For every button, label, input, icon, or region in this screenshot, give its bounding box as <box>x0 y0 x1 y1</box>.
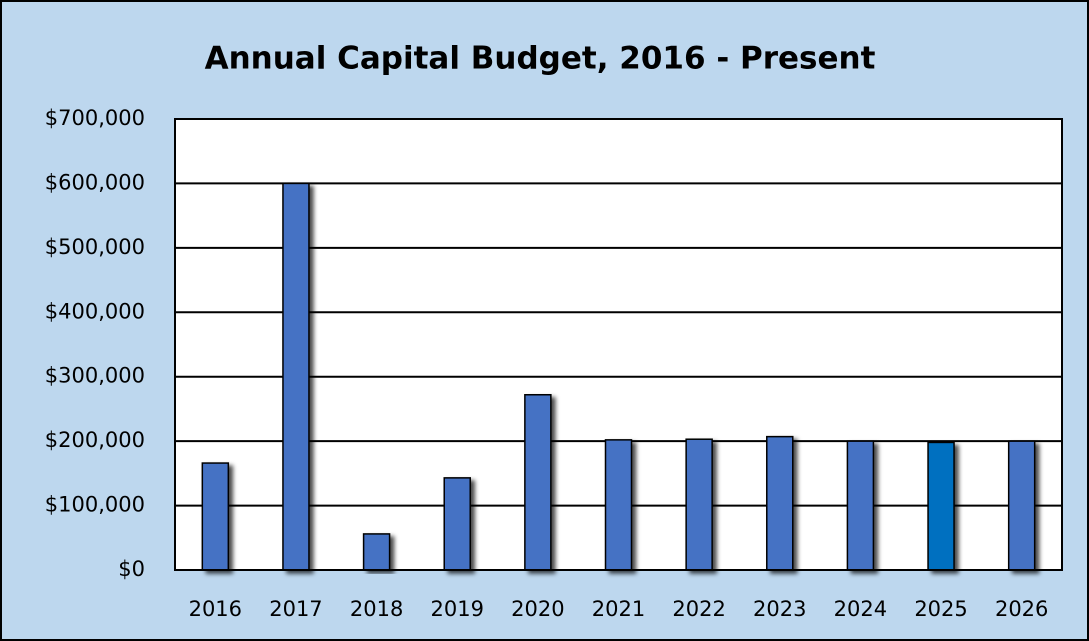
plot-border <box>174 118 1063 571</box>
x-tick-label: 2020 <box>511 597 564 621</box>
bar <box>1007 440 1036 571</box>
y-tick-label: $500,000 <box>45 235 145 259</box>
bar <box>282 182 310 571</box>
x-tick-label: 2025 <box>914 597 967 621</box>
x-tick-label: 2024 <box>834 597 887 621</box>
bar <box>524 394 552 571</box>
bar <box>685 438 713 571</box>
bar <box>927 441 955 571</box>
bar <box>846 440 875 571</box>
y-tick-label: $700,000 <box>45 106 145 130</box>
x-tick-label: 2026 <box>995 597 1048 621</box>
bar <box>443 477 471 571</box>
y-tick-label: $400,000 <box>45 299 145 323</box>
y-tick-label: $600,000 <box>45 170 145 194</box>
y-tick-label: $200,000 <box>45 428 145 452</box>
bar <box>766 435 794 571</box>
bar <box>604 439 633 571</box>
bar <box>201 462 230 571</box>
y-tick-label: $100,000 <box>45 493 145 517</box>
x-tick-label: 2018 <box>350 597 403 621</box>
bar <box>362 533 391 571</box>
x-tick-label: 2019 <box>431 597 484 621</box>
x-tick-label: 2022 <box>672 597 725 621</box>
x-tick-label: 2017 <box>269 597 322 621</box>
x-tick-label: 2023 <box>753 597 806 621</box>
x-tick-label: 2021 <box>592 597 645 621</box>
y-tick-label: $300,000 <box>45 364 145 388</box>
y-tick-label: $0 <box>118 557 145 581</box>
chart-title: Annual Capital Budget, 2016 - Present <box>205 41 876 77</box>
x-tick-label: 2016 <box>189 597 242 621</box>
